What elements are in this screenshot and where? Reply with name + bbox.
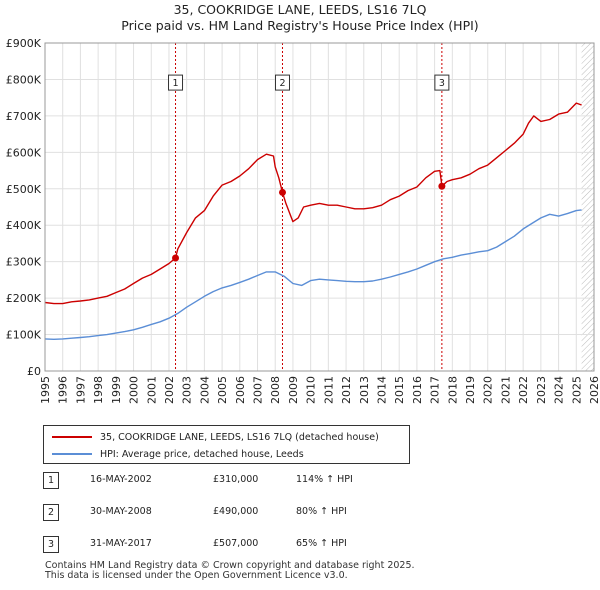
x-tick-label: 2009: [287, 376, 300, 404]
y-tick-label: £600K: [6, 146, 42, 159]
sale-number: 1: [43, 472, 59, 489]
x-tick-label: 2023: [535, 376, 548, 404]
sale-marker-box: [274, 74, 290, 91]
sale-date: 30-MAY-2008: [90, 506, 152, 517]
x-tick-label: 2021: [499, 376, 512, 404]
x-tick-label: 2005: [216, 376, 229, 404]
sale-point: [278, 188, 286, 196]
x-tick-label: 2013: [358, 376, 371, 404]
legend-item-hpi: HPI: Average price, detached house, Leed…: [52, 446, 304, 462]
sale-price: £310,000: [213, 474, 259, 485]
x-tick-label: 1995: [39, 376, 52, 404]
x-tick-label: 2016: [411, 376, 424, 404]
sale-marker-box: [434, 74, 450, 91]
future-hatch-region: [581, 43, 594, 371]
y-tick-label: £100K: [6, 329, 42, 342]
chart-title-line1: 35, COOKRIDGE LANE, LEEDS, LS16 7LQ: [173, 2, 427, 17]
sale-hpi-change: 114% ↑ HPI: [296, 474, 353, 485]
x-tick-label: 2020: [482, 376, 495, 404]
x-tick-label: 1998: [92, 376, 105, 404]
x-tick-label: 2008: [269, 376, 282, 404]
sale-number: 3: [43, 536, 59, 553]
chart-legend: 35, COOKRIDGE LANE, LEEDS, LS16 7LQ (det…: [43, 425, 410, 464]
sale-price: £507,000: [213, 538, 259, 549]
x-tick-label: 2006: [234, 376, 247, 404]
price-chart: £0 £100K £200K £300K £400K £500K £600K £700K £80…: [6, 37, 600, 404]
x-tick-label: 2022: [517, 376, 530, 404]
legend-swatch-hpi: [52, 453, 92, 455]
y-tick-label: £800K: [6, 73, 42, 86]
sale-marker-label: 2: [279, 78, 285, 89]
x-tick-label: 2002: [163, 376, 176, 404]
y-tick-label: £0: [27, 365, 41, 378]
sale-date: 16-MAY-2002: [90, 474, 152, 485]
sale-point: [438, 182, 446, 190]
x-tick-label: 2019: [464, 376, 477, 404]
x-tick-label: 2001: [145, 376, 158, 404]
series-line-hpi: [44, 209, 582, 340]
sale-number: 2: [43, 504, 59, 521]
footer-copyright: Contains HM Land Registry data © Crown c…: [45, 560, 415, 571]
x-tick-label: 2012: [340, 376, 353, 404]
x-tick-label: 2026: [588, 376, 600, 404]
y-tick-label: £500K: [6, 183, 42, 196]
sale-marker-label: 1: [172, 78, 178, 89]
x-tick-label: 2007: [252, 376, 265, 404]
x-tick-label: 2024: [553, 376, 566, 404]
sale-marker-box: [168, 74, 184, 91]
y-tick-label: £700K: [6, 110, 42, 123]
series-line-property: [44, 102, 582, 305]
x-tick-label: 2015: [393, 376, 406, 404]
legend-item-property: 35, COOKRIDGE LANE, LEEDS, LS16 7LQ (det…: [52, 429, 379, 445]
x-tick-label: 2010: [305, 376, 318, 404]
y-tick-label: £400K: [6, 219, 42, 232]
legend-swatch-property: [52, 436, 92, 438]
sale-price: £490,000: [213, 506, 259, 517]
sale-point: [172, 254, 180, 262]
chart-title: 35, COOKRIDGE LANE, LEEDS, LS16 7LQ Pric…: [0, 2, 600, 34]
chart-title-line2: Price paid vs. HM Land Registry's House …: [121, 18, 479, 33]
y-tick-label: £300K: [6, 256, 42, 269]
plot-frame: [44, 42, 595, 372]
legend-label-hpi: HPI: Average price, detached house, Leed…: [100, 448, 304, 460]
sale-hpi-change: 80% ↑ HPI: [296, 506, 347, 517]
sale-date: 31-MAY-2017: [90, 538, 152, 549]
x-tick-label: 2000: [128, 376, 141, 404]
x-tick-label: 2011: [322, 376, 335, 404]
sale-marker-label: 3: [439, 78, 445, 89]
x-tick-label: 2004: [198, 376, 211, 404]
y-tick-label: £200K: [6, 292, 42, 305]
sale-row: 2 30-MAY-2008 £490,000 80% ↑ HPI: [43, 504, 443, 522]
sale-row: 1 16-MAY-2002 £310,000 114% ↑ HPI: [43, 472, 443, 490]
legend-label-property: 35, COOKRIDGE LANE, LEEDS, LS16 7LQ (det…: [100, 431, 379, 443]
x-tick-label: 2003: [181, 376, 194, 404]
sale-row: 3 31-MAY-2017 £507,000 65% ↑ HPI: [43, 536, 443, 554]
x-tick-label: 2014: [375, 376, 388, 404]
sale-hpi-change: 65% ↑ HPI: [296, 538, 347, 549]
footer: Contains HM Land Registry data © Crown c…: [45, 561, 415, 581]
footer-licence: This data is licensed under the Open Gov…: [45, 570, 348, 581]
y-tick-label: £900K: [6, 37, 42, 50]
x-tick-label: 2018: [446, 376, 459, 404]
x-tick-label: 2025: [570, 376, 583, 404]
x-tick-label: 1999: [110, 376, 123, 404]
plot-area: [45, 43, 594, 371]
x-tick-label: 1996: [57, 376, 70, 404]
x-tick-label: 2017: [429, 376, 442, 404]
x-tick-label: 1997: [74, 376, 87, 404]
